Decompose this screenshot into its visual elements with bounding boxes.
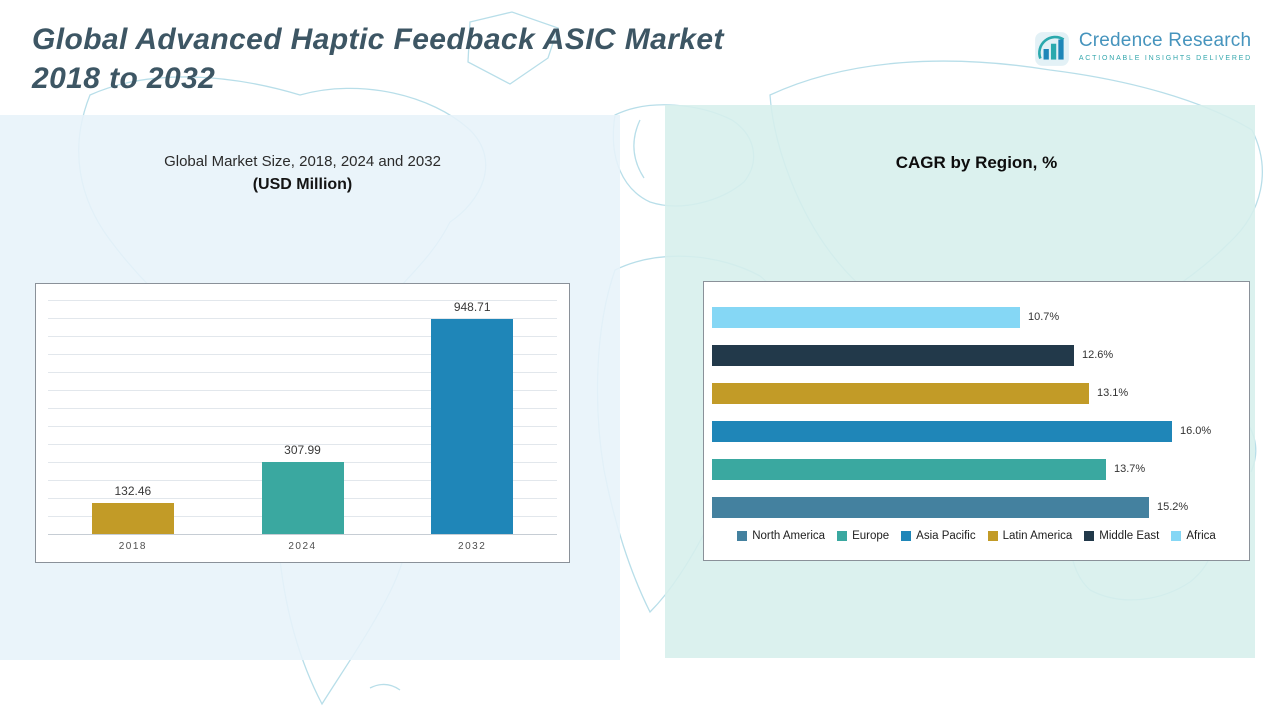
cagr-panel: CAGR by Region, % 10.7% 12.6% 13.1% 16.0% 13… [665,105,1255,658]
legend-item-latin-america: Latin America [987,530,1073,542]
market-size-ticks: 2018 2024 2032 [48,541,557,552]
cagr-row-africa: 10.7% [712,298,1241,336]
cagr-row-north-america: 15.2% [712,488,1241,526]
legend-item-asia-pacific: Asia Pacific [901,530,976,542]
header: Global Advanced Haptic Feedback ASIC Mar… [32,20,1032,98]
legend-swatch-middle-east [1084,531,1095,541]
cagr-value-label-north-america: 15.2% [1157,501,1189,513]
legend-swatch-latin-america [987,531,998,541]
legend-label-europe: Europe [852,530,890,542]
logo: Credence Research Actionable Insights De… [1033,30,1252,68]
legend-item-europe: Europe [837,530,889,542]
bar-column-2032: 948.71 [387,300,557,534]
cagr-value-label-middle-east: 12.6% [1082,349,1114,361]
bar-column-2024: 307.99 [218,300,388,534]
cagr-row-asia-pacific: 16.0% [712,412,1241,450]
cagr-chart: 10.7% 12.6% 13.1% 16.0% 13.7% 15.2% North Ame… [703,281,1250,561]
cagr-title: CAGR by Region, % [895,153,1058,172]
page-title-line1: Global Advanced Haptic Feedback ASIC Mar… [32,23,724,56]
bar-2032 [431,319,514,534]
legend-label-africa: Africa [1186,530,1216,542]
cagr-row-latin-america: 13.1% [712,374,1241,412]
market-size-title: Global Market Size, 2018, 2024 and 2032 [164,153,441,170]
bar-value-label-2024: 307.99 [284,443,321,457]
market-size-panel: Global Market Size, 2018, 2024 and 2032 … [0,115,620,660]
bar-value-label-2018: 132.46 [114,484,152,498]
legend-item-africa: Africa [1171,530,1216,542]
market-size-subtitle: (USD Million) [252,176,353,193]
x-tick-2032: 2032 [458,541,487,552]
legend-label-north-america: North America [752,530,826,542]
x-tick-2018: 2018 [118,541,147,552]
logo-name: Credence Research [1078,30,1252,51]
cagr-bar-asia-pacific [712,420,1172,442]
cagr-value-label-latin-america: 13.1% [1097,387,1129,399]
cagr-row-europe: 13.7% [712,450,1241,488]
page-title-line2: 2018 to 2032 [32,62,216,95]
cagr-bar-africa [712,306,1020,328]
legend-item-north-america: North America [737,530,825,542]
bar-2018 [91,503,174,534]
legend-label-asia-pacific: Asia Pacific [916,530,976,542]
market-size-chart: 132.46 307.99 948.71 2018 2024 2032 [35,283,570,563]
legend-swatch-north-america [737,531,748,541]
cagr-plot: 10.7% 12.6% 13.1% 16.0% 13.7% 15.2% [712,294,1241,526]
bar-column-2018: 132.46 [48,300,218,534]
cagr-bar-north-america [712,496,1149,518]
cagr-bar-latin-america [712,382,1089,404]
cagr-value-label-europe: 13.7% [1114,463,1146,475]
bar-2024 [261,462,344,534]
legend-swatch-asia-pacific [901,531,912,541]
legend-label-latin-america: Latin America [1002,530,1073,542]
page-title: Global Advanced Haptic Feedback ASIC Mar… [32,20,1032,98]
cagr-value-label-africa: 10.7% [1028,311,1060,323]
cagr-row-middle-east: 12.6% [712,336,1241,374]
market-size-plot: 132.46 307.99 948.71 [48,300,557,535]
legend-swatch-africa [1171,531,1182,541]
legend-item-middle-east: Middle East [1084,530,1159,542]
x-tick-2024: 2024 [288,541,317,552]
logo-text-block: Credence Research Actionable Insights De… [1079,30,1252,62]
legend-swatch-europe [837,531,848,541]
cagr-legend: North America Europe Asia Pacific Latin Ame… [712,530,1241,542]
bar-value-label-2032: 948.71 [453,300,491,314]
logo-chart-icon [1034,32,1069,66]
cagr-value-label-asia-pacific: 16.0% [1180,425,1212,437]
cagr-bar-middle-east [712,344,1074,366]
legend-label-middle-east: Middle East [1099,530,1160,542]
cagr-bar-europe [712,458,1106,480]
logo-tagline: Actionable Insights Delivered [1078,55,1252,62]
